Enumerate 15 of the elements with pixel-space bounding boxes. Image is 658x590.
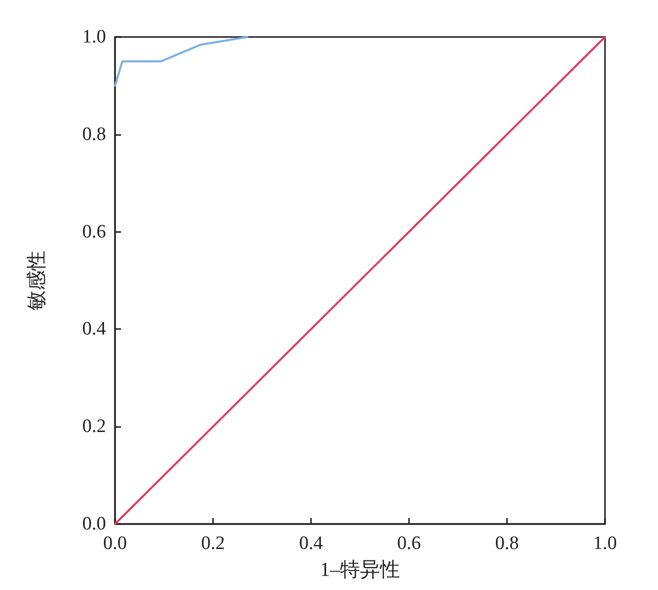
y-tick-label: 0.6 bbox=[82, 221, 106, 242]
y-tick-label: 0.2 bbox=[82, 416, 106, 438]
y-axis-title: 敏感性 bbox=[26, 250, 48, 310]
x-tick-label: 0.2 bbox=[201, 533, 225, 554]
x-axis-title: 1–特异性 bbox=[320, 559, 400, 581]
y-tick-label: 0.0 bbox=[82, 514, 106, 534]
x-tick-label: 0.0 bbox=[103, 533, 127, 554]
y-tick-label: 0.8 bbox=[82, 124, 106, 145]
y-tick-label: 1.0 bbox=[82, 26, 106, 48]
x-tick-label: 1.0 bbox=[593, 533, 617, 554]
line-series bbox=[114, 36, 248, 87]
x-tick-label: 0.8 bbox=[495, 533, 519, 554]
y-tick-label: 0.4 bbox=[82, 318, 106, 340]
x-tick-label: 0.6 bbox=[397, 533, 421, 554]
x-tick-label: 0.4 bbox=[299, 533, 324, 554]
